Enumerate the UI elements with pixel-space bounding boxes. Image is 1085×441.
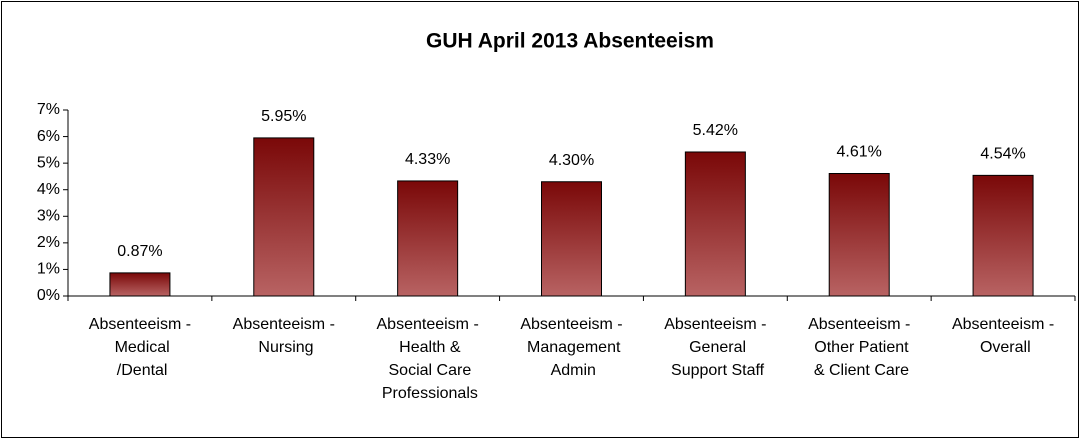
bar [972,174,1034,297]
value-label: 4.54% [980,146,1025,163]
bar [109,272,171,297]
y-tick-label: 6% [37,128,60,145]
bar [541,181,602,297]
value-label: 4.30% [549,152,594,169]
y-tick-label: 2% [37,234,60,251]
y-tick-label: 5% [37,154,60,171]
y-tick-label: 3% [37,208,60,225]
value-label: 4.61% [837,144,882,161]
x-tick-label: Absenteeism - Management Admin [520,316,622,379]
bar [253,137,315,297]
y-tick-label: 0% [37,287,60,304]
x-tick-label: Absenteeism - Other Patient & Client Car… [808,316,910,379]
bar [684,151,746,297]
x-tick-label: Absenteeism - Overall [952,316,1054,356]
value-label: 4.33% [405,151,450,168]
bar [397,180,459,297]
chart-title: GUH April 2013 Absenteeism [426,30,714,53]
y-tick-label: 1% [37,261,60,278]
value-label: 5.42% [693,122,738,139]
bar [828,173,890,297]
x-tick-label: Absenteeism - Health & Social Care Profe… [377,316,479,402]
x-tick-label: Absenteeism - Nursing [233,316,335,356]
y-tick-label: 4% [37,181,60,198]
x-tick-label: Absenteeism - General Support Staff [664,316,766,379]
y-tick-label: 7% [37,101,60,118]
x-tick-label: Absenteeism - Medical /Dental [89,316,191,379]
value-label: 0.87% [117,243,162,260]
value-label: 5.95% [261,108,306,125]
